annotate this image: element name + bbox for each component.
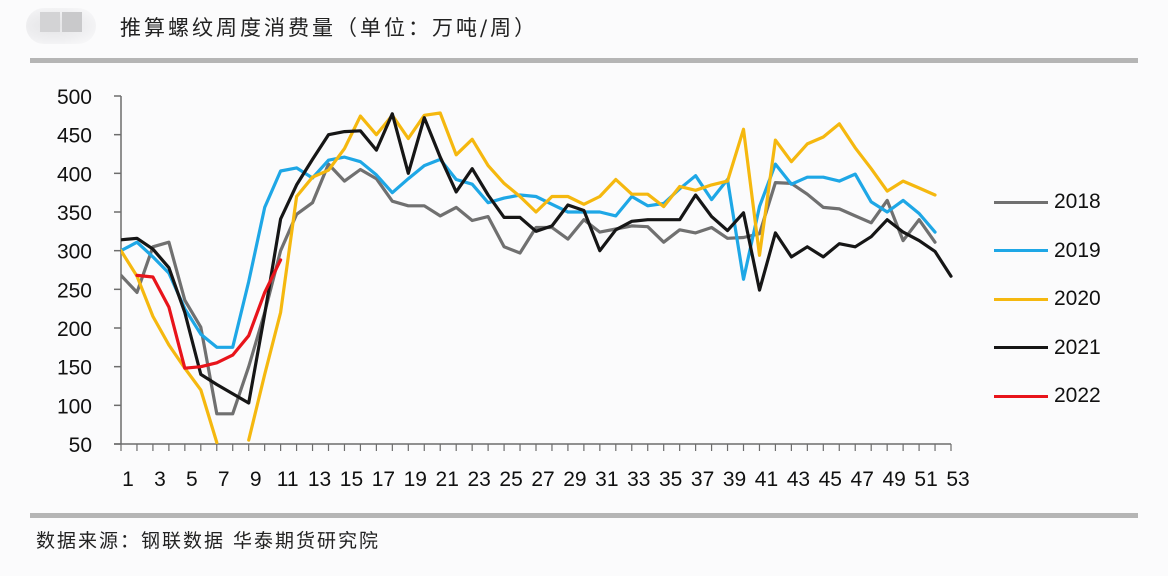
bottom-divider bbox=[30, 513, 1138, 518]
x-tick-label: 5 bbox=[186, 468, 198, 491]
legend-swatch-icon bbox=[994, 346, 1048, 350]
y-tick-label: 200 bbox=[57, 318, 92, 341]
x-tick-label: 19 bbox=[404, 468, 427, 491]
top-divider bbox=[30, 58, 1138, 63]
y-tick-label: 450 bbox=[57, 125, 92, 148]
series-line-2018 bbox=[121, 162, 937, 416]
x-tick-label: 45 bbox=[819, 468, 842, 491]
x-tick-label: 41 bbox=[755, 468, 778, 491]
y-tick-label: 100 bbox=[57, 395, 92, 418]
x-tick-label: 29 bbox=[563, 468, 586, 491]
legend-item-2018: 2018 bbox=[994, 178, 1101, 227]
legend-label: 2021 bbox=[1054, 335, 1101, 359]
x-tick-label: 31 bbox=[595, 468, 618, 491]
x-tick-label: 43 bbox=[787, 468, 810, 491]
x-tick-label: 47 bbox=[851, 468, 874, 491]
x-tick-label: 11 bbox=[277, 468, 299, 491]
legend-label: 2019 bbox=[1054, 238, 1101, 262]
legend-label: 2022 bbox=[1054, 384, 1101, 408]
x-tick-label: 1 bbox=[122, 468, 134, 491]
series-line-2020 bbox=[121, 111, 937, 444]
series-line-2021 bbox=[121, 112, 953, 405]
x-tick-label: 51 bbox=[914, 468, 937, 491]
y-tick-label: 250 bbox=[57, 279, 92, 302]
legend-item-2020: 2020 bbox=[994, 275, 1101, 324]
y-tick-label: 400 bbox=[57, 163, 92, 186]
y-tick-label: 300 bbox=[57, 241, 92, 264]
legend-label: 2020 bbox=[1054, 287, 1101, 311]
x-tick-label: 17 bbox=[372, 468, 395, 491]
x-tick-label: 7 bbox=[218, 468, 230, 491]
series-line-2019 bbox=[121, 155, 937, 349]
x-tick-label: 37 bbox=[691, 468, 714, 491]
y-axis: 50 100 150 200 250 300 350 400 450 500 bbox=[57, 86, 122, 457]
legend: 2018 2019 2020 2021 2022 bbox=[994, 178, 1101, 421]
x-tick-label: 21 bbox=[436, 468, 459, 491]
x-tick-label: 3 bbox=[154, 468, 166, 491]
blurred-logo bbox=[26, 8, 96, 44]
x-tick-label: 9 bbox=[250, 468, 262, 491]
x-tick-label: 49 bbox=[882, 468, 905, 491]
legend-item-2022: 2022 bbox=[994, 372, 1101, 421]
legend-swatch-icon bbox=[994, 297, 1048, 301]
legend-label: 2018 bbox=[1054, 190, 1101, 214]
x-tick-label: 27 bbox=[531, 468, 554, 491]
x-tick-label: 25 bbox=[499, 468, 522, 491]
y-tick-label: 150 bbox=[57, 357, 92, 380]
data-source-note: 数据来源：钢联数据 华泰期货研究院 bbox=[36, 530, 381, 552]
x-tick-label: 53 bbox=[946, 468, 969, 491]
x-tick-label: 39 bbox=[723, 468, 746, 491]
x-tick-label: 33 bbox=[627, 468, 650, 491]
legend-swatch-icon bbox=[994, 200, 1048, 204]
x-tick-label: 23 bbox=[467, 468, 490, 491]
series-line-2022 bbox=[135, 258, 283, 370]
x-tick-label: 13 bbox=[308, 468, 331, 491]
legend-swatch-icon bbox=[994, 249, 1048, 253]
x-tick-label: 35 bbox=[659, 468, 682, 491]
y-tick-label: 500 bbox=[57, 86, 92, 109]
series-lines bbox=[121, 111, 953, 444]
x-axis: 1 3 5 7 9 11 13 15 17 19 21 23 25 27 29 31 33 35 37 39 41 43 4… bbox=[114, 443, 970, 491]
y-tick-label: 50 bbox=[69, 434, 92, 457]
legend-item-2021: 2021 bbox=[994, 324, 1101, 373]
legend-item-2019: 2019 bbox=[994, 227, 1101, 276]
y-tick-label: 350 bbox=[57, 202, 92, 225]
x-tick-label: 15 bbox=[340, 468, 363, 491]
legend-swatch-icon bbox=[994, 394, 1048, 398]
chart-title: 推算螺纹周度消费量（单位：万吨/周） bbox=[120, 16, 539, 40]
